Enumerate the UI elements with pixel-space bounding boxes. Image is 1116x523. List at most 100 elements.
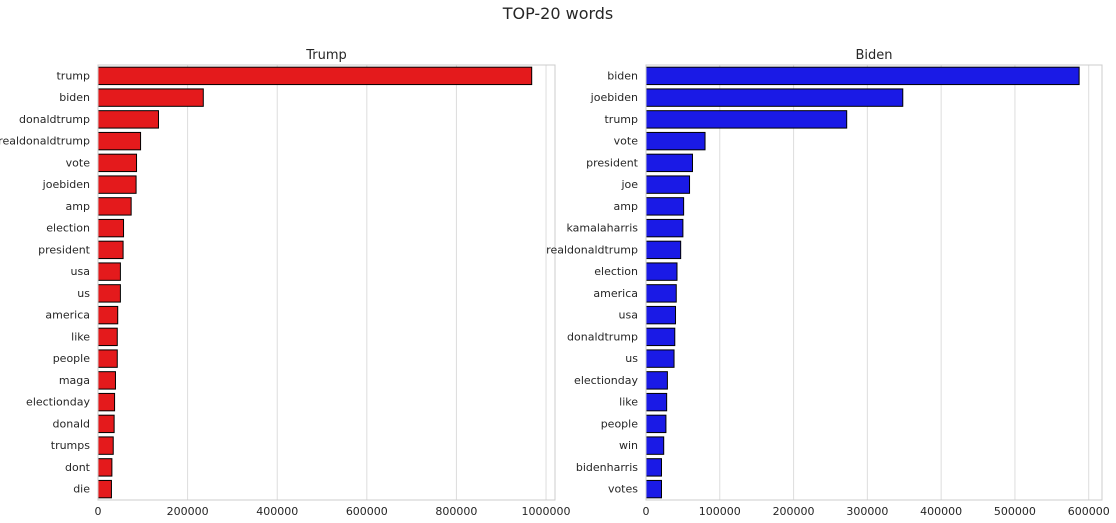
bar-people — [645, 414, 667, 434]
bar-amp — [645, 197, 685, 216]
category-label: america — [45, 309, 90, 322]
plot-frame — [97, 64, 556, 501]
category-label: people — [53, 352, 91, 365]
category-label: biden — [59, 91, 90, 104]
category-label: realdonaldtrump — [546, 243, 638, 256]
bar-donaldtrump — [645, 327, 676, 347]
bar-joebiden — [97, 175, 137, 194]
category-label: us — [77, 287, 90, 300]
bar-america — [645, 284, 677, 303]
bar-trumps — [97, 436, 114, 455]
x-tick-label: 400000 — [920, 505, 962, 518]
plot-frame — [645, 64, 1103, 501]
bar-like — [97, 327, 118, 347]
bar-trump — [97, 66, 533, 86]
category-label: amp — [614, 200, 638, 213]
category-label: donald — [53, 417, 90, 430]
category-label: like — [71, 330, 90, 343]
bar-realdonaldtrump — [97, 131, 142, 151]
bar-joe — [645, 175, 691, 194]
bar-trump — [645, 110, 848, 129]
bar-biden — [97, 88, 204, 107]
chart-panel-trump: trump biden donaldtrump realdonaldtrump vote… — [0, 48, 571, 518]
bar-maga — [97, 371, 116, 390]
category-label: electionday — [574, 374, 638, 387]
bar-people — [97, 349, 118, 368]
x-tick-label: 0 — [643, 505, 650, 518]
chart-title: Biden — [855, 48, 892, 63]
category-label: usa — [71, 265, 90, 278]
bar-vote — [97, 153, 138, 173]
category-label: trump — [604, 113, 638, 126]
category-label: usa — [619, 309, 638, 322]
chart-title: Trump — [305, 48, 347, 63]
category-label: trumps — [51, 439, 91, 452]
x-tick-label: 200000 — [167, 505, 209, 518]
x-tick-label: 100000 — [699, 505, 741, 518]
bar-donaldtrump — [97, 110, 159, 129]
figure-title: TOP-20 words — [502, 4, 614, 23]
x-tick-label: 800000 — [435, 505, 477, 518]
bar-president — [97, 240, 124, 260]
bar-election — [645, 262, 678, 281]
x-tick-label: 300000 — [846, 505, 888, 518]
category-label: maga — [59, 374, 90, 387]
bar-usa — [645, 305, 677, 325]
bar-usa — [97, 262, 121, 281]
bar-dont — [97, 458, 113, 477]
x-tick-label: 200000 — [773, 505, 815, 518]
bar-us — [645, 349, 675, 368]
x-tick-label: 600000 — [1068, 505, 1110, 518]
x-tick-label: 0 — [95, 505, 102, 518]
category-label: realdonaldtrump — [0, 135, 90, 148]
category-label: america — [593, 287, 638, 300]
bar-like — [645, 392, 668, 412]
bar-donald — [97, 414, 115, 434]
bar-vote — [645, 131, 706, 151]
category-label: election — [46, 222, 90, 235]
category-label: president — [38, 243, 91, 256]
bar-votes — [645, 479, 662, 499]
bar-us — [97, 284, 121, 303]
bar-electionday — [645, 371, 668, 390]
bar-amp — [97, 197, 132, 216]
bar-america — [97, 305, 119, 325]
bar-kamalaharris — [645, 218, 684, 238]
category-label: vote — [66, 156, 91, 169]
category-label: joe — [620, 178, 638, 191]
bar-election — [97, 218, 125, 238]
bar-realdonaldtrump — [645, 240, 682, 260]
category-label: biden — [607, 69, 638, 82]
category-label: people — [601, 417, 639, 430]
category-label: joebiden — [42, 178, 90, 191]
x-tick-label: 400000 — [256, 505, 298, 518]
bar-electionday — [97, 392, 116, 412]
x-tick-label: 1000000 — [522, 505, 571, 518]
bar-president — [645, 153, 693, 173]
bar-die — [97, 479, 112, 499]
category-label: trump — [56, 69, 90, 82]
category-label: win — [619, 439, 638, 452]
category-label: us — [625, 352, 638, 365]
category-label: election — [594, 265, 638, 278]
chart-panel-biden: biden joebiden trump vote president joe amp kam… — [546, 48, 1110, 518]
bar-bidenharris — [645, 458, 662, 477]
category-label: donaldtrump — [567, 330, 638, 343]
x-tick-label: 600000 — [346, 505, 388, 518]
bar-biden — [645, 66, 1080, 86]
category-label: amp — [66, 200, 90, 213]
x-tick-label: 500000 — [994, 505, 1036, 518]
category-label: dont — [65, 461, 91, 474]
category-label: kamalaharris — [566, 222, 638, 235]
category-label: votes — [608, 483, 638, 496]
bar-win — [645, 436, 665, 455]
category-label: like — [619, 396, 638, 409]
category-label: bidenharris — [576, 461, 638, 474]
category-label: donaldtrump — [19, 113, 90, 126]
category-label: joebiden — [590, 91, 638, 104]
category-label: president — [586, 156, 639, 169]
bar-joebiden — [645, 88, 904, 107]
category-label: die — [73, 483, 90, 496]
category-label: electionday — [26, 396, 90, 409]
